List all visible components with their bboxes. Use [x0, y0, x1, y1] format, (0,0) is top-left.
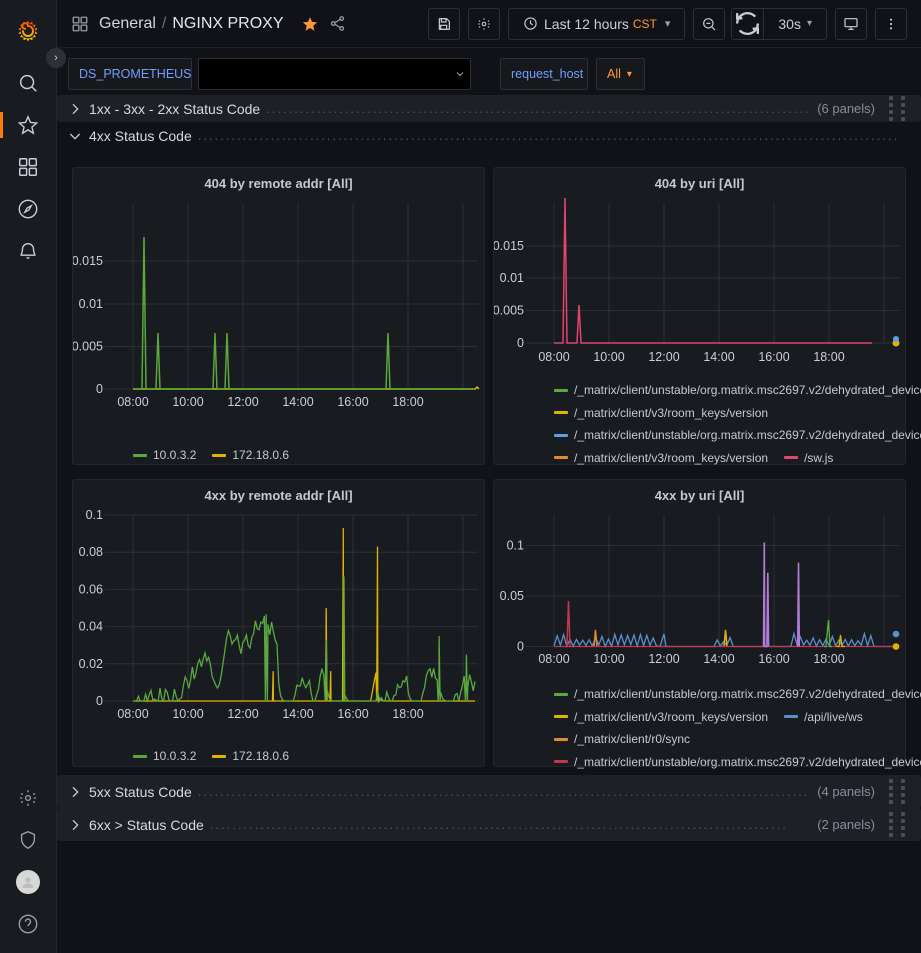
svg-text:14:00: 14:00 — [282, 707, 313, 721]
svg-text:0.06: 0.06 — [79, 582, 103, 596]
svg-text:12:00: 12:00 — [648, 652, 679, 666]
svg-text:0: 0 — [517, 640, 524, 654]
svg-text:0.04: 0.04 — [79, 620, 103, 634]
svg-text:10:00: 10:00 — [593, 652, 624, 666]
svg-text:08:00: 08:00 — [117, 707, 148, 721]
svg-text:14:00: 14:00 — [703, 652, 734, 666]
svg-text:18:00: 18:00 — [392, 395, 423, 409]
svg-text:18:00: 18:00 — [813, 350, 844, 364]
svg-text:12:00: 12:00 — [227, 707, 258, 721]
svg-text:0.02: 0.02 — [79, 657, 103, 671]
svg-text:0: 0 — [96, 382, 103, 396]
svg-text:0.1: 0.1 — [86, 508, 103, 522]
svg-text:0.015: 0.015 — [494, 239, 524, 253]
svg-text:0: 0 — [517, 336, 524, 350]
svg-text:16:00: 16:00 — [758, 652, 789, 666]
svg-text:0.005: 0.005 — [73, 340, 103, 354]
svg-text:0.1: 0.1 — [507, 539, 524, 553]
svg-text:10:00: 10:00 — [593, 350, 624, 364]
svg-text:0.05: 0.05 — [500, 589, 524, 603]
svg-text:16:00: 16:00 — [337, 395, 368, 409]
svg-text:18:00: 18:00 — [813, 652, 844, 666]
svg-text:12:00: 12:00 — [648, 350, 679, 364]
svg-text:18:00: 18:00 — [392, 707, 423, 721]
svg-text:0.01: 0.01 — [500, 271, 524, 285]
svg-text:10:00: 10:00 — [172, 707, 203, 721]
svg-text:08:00: 08:00 — [538, 350, 569, 364]
svg-text:0.015: 0.015 — [73, 254, 103, 268]
svg-text:0: 0 — [96, 694, 103, 708]
svg-text:16:00: 16:00 — [337, 707, 368, 721]
svg-text:08:00: 08:00 — [538, 652, 569, 666]
svg-text:10:00: 10:00 — [172, 395, 203, 409]
svg-text:12:00: 12:00 — [227, 395, 258, 409]
svg-text:14:00: 14:00 — [703, 350, 734, 364]
svg-text:16:00: 16:00 — [758, 350, 789, 364]
svg-text:0.08: 0.08 — [79, 545, 103, 559]
svg-text:0.005: 0.005 — [494, 304, 524, 318]
svg-text:14:00: 14:00 — [282, 395, 313, 409]
svg-text:08:00: 08:00 — [117, 395, 148, 409]
svg-text:0.01: 0.01 — [79, 297, 103, 311]
